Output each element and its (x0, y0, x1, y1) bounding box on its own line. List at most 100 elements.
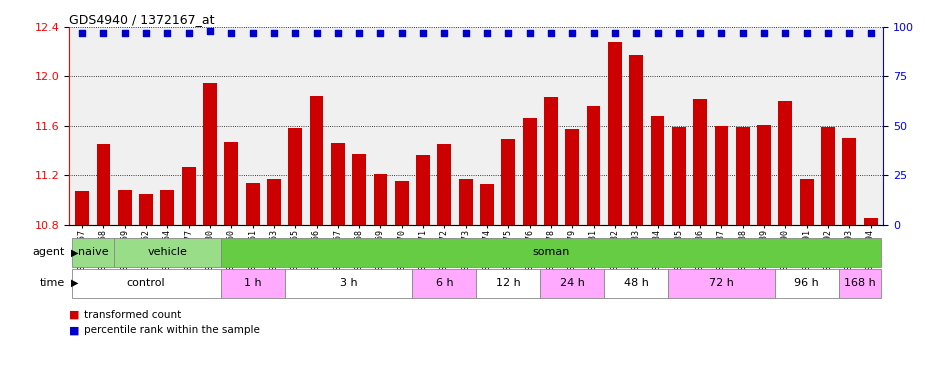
Bar (374, 174, 388, 225)
Bar (459, 179, 473, 225)
Point (544, 30, 559, 36)
Point (117, 30, 132, 36)
Point (394, 30, 409, 36)
Point (672, 30, 686, 36)
Point (458, 30, 473, 36)
Bar (586, 106, 600, 225)
Bar (139, 194, 153, 225)
Text: soman: soman (532, 247, 570, 258)
Text: vehicle: vehicle (147, 247, 188, 258)
Bar (608, 42, 622, 225)
Point (96, 30, 111, 36)
Bar (629, 55, 643, 225)
Bar (71, 238, 114, 267)
Bar (650, 116, 664, 225)
Bar (839, 269, 882, 298)
Point (629, 30, 644, 36)
Text: 168 h: 168 h (844, 278, 876, 288)
Bar (775, 269, 839, 298)
Bar (480, 184, 494, 225)
Bar (672, 127, 685, 225)
Bar (544, 97, 558, 225)
Bar (114, 238, 221, 267)
Bar (668, 269, 775, 298)
Text: ■: ■ (69, 310, 80, 320)
Point (608, 30, 623, 36)
Point (735, 30, 750, 36)
Bar (476, 269, 540, 298)
Text: control: control (127, 278, 166, 288)
Text: 24 h: 24 h (560, 278, 585, 288)
Text: agent: agent (32, 247, 65, 258)
Point (160, 30, 175, 36)
Bar (501, 139, 515, 225)
Point (523, 30, 537, 36)
Bar (331, 143, 345, 225)
Bar (285, 269, 413, 298)
Point (309, 30, 324, 36)
Bar (843, 138, 857, 225)
Point (330, 30, 345, 36)
Point (266, 30, 281, 36)
Bar (864, 218, 878, 225)
Bar (289, 128, 302, 225)
Bar (225, 142, 239, 225)
Text: 72 h: 72 h (709, 278, 734, 288)
Bar (310, 96, 324, 225)
Bar (604, 269, 668, 298)
Point (480, 30, 495, 36)
Bar (416, 156, 430, 225)
Bar (221, 269, 285, 298)
Text: GDS4940 / 1372167_at: GDS4940 / 1372167_at (69, 13, 215, 26)
Text: 3 h: 3 h (339, 278, 357, 288)
Point (693, 30, 708, 36)
Text: 6 h: 6 h (436, 278, 453, 288)
Bar (523, 118, 536, 225)
Bar (779, 101, 793, 225)
Bar (821, 127, 835, 225)
Point (352, 30, 366, 36)
Bar (204, 83, 217, 225)
Point (203, 28, 217, 34)
Bar (438, 144, 451, 225)
Bar (735, 127, 749, 225)
Point (586, 30, 601, 36)
Bar (395, 181, 409, 225)
Bar (160, 190, 174, 225)
Bar (71, 269, 221, 298)
Bar (267, 179, 281, 225)
Point (139, 30, 154, 36)
Bar (413, 269, 476, 298)
Text: naive: naive (78, 247, 108, 258)
Text: ■: ■ (69, 325, 80, 335)
Text: 1 h: 1 h (244, 278, 262, 288)
Point (650, 30, 665, 36)
Bar (182, 167, 195, 225)
Point (75, 30, 90, 36)
Bar (693, 99, 707, 225)
Bar (540, 269, 604, 298)
Point (565, 30, 580, 36)
Text: transformed count: transformed count (84, 310, 181, 320)
Point (181, 30, 196, 36)
Bar (221, 238, 882, 267)
Bar (75, 191, 89, 225)
Point (863, 30, 878, 36)
Point (799, 30, 814, 36)
Point (224, 30, 239, 36)
Bar (96, 144, 110, 225)
Point (714, 30, 729, 36)
Point (373, 30, 388, 36)
Bar (246, 183, 260, 225)
Bar (758, 124, 771, 225)
Point (842, 30, 857, 36)
Text: ▶: ▶ (71, 247, 79, 258)
Point (415, 30, 430, 36)
Text: percentile rank within the sample: percentile rank within the sample (84, 325, 260, 335)
Point (288, 30, 302, 36)
Bar (117, 190, 131, 225)
Text: time: time (40, 278, 65, 288)
Bar (800, 179, 814, 225)
Point (778, 30, 793, 36)
Bar (714, 126, 728, 225)
